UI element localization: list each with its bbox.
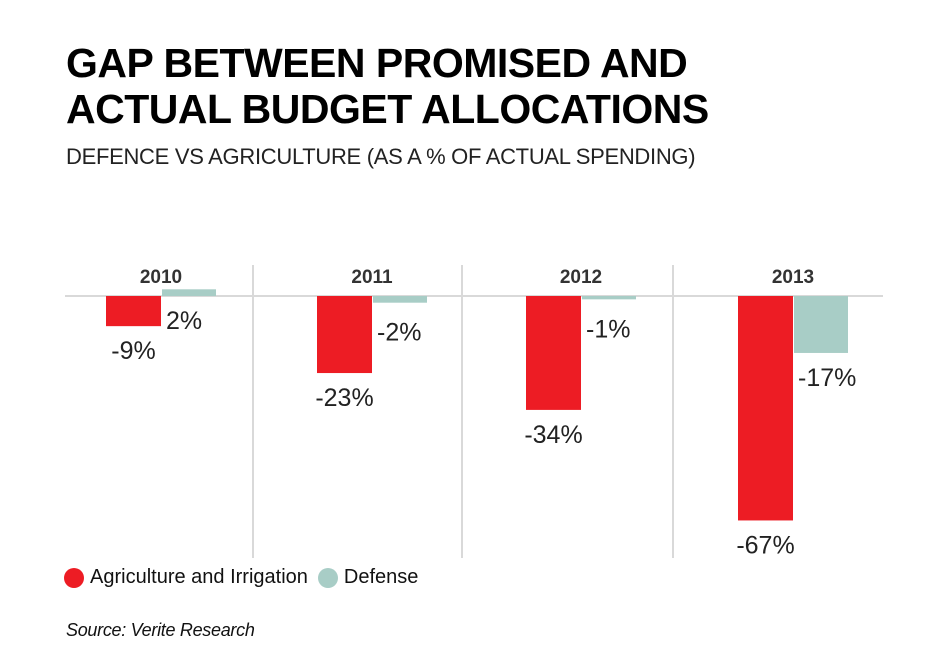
data-label-defense-2011: -2% xyxy=(377,319,421,347)
data-label-defense-2012: -1% xyxy=(586,315,630,343)
chart-subtitle: DEFENCE VS AGRICULTURE (AS A % OF ACTUAL… xyxy=(66,144,696,169)
legend-item-agriculture: Agriculture and Irrigation xyxy=(64,566,308,589)
legend-swatch-defense xyxy=(317,567,338,588)
bar-agriculture-2013 xyxy=(738,296,793,521)
source-note: Source: Verite Research xyxy=(66,620,255,640)
legend-swatch-agriculture xyxy=(64,567,84,588)
chart-title: GAP BETWEEN PROMISED AND ACTUAL BUDGET A… xyxy=(66,40,709,132)
year-label-2010: 2010 xyxy=(140,267,182,288)
legend: Agriculture and Irrigation Defense xyxy=(64,566,428,589)
data-label-agriculture-2011: -23% xyxy=(315,384,373,412)
chart-title-line-2: ACTUAL BUDGET ALLOCATIONS xyxy=(66,86,709,132)
bar-defense-2013 xyxy=(794,296,848,353)
legend-label-defense: Defense xyxy=(343,566,419,588)
bar-agriculture-2012 xyxy=(526,296,581,410)
data-label-defense-2010: 2% xyxy=(166,307,202,335)
data-label-agriculture-2012: -34% xyxy=(524,421,582,449)
bar-agriculture-2011 xyxy=(317,296,372,374)
year-label-2012: 2012 xyxy=(560,267,602,288)
chart-title-line-1: GAP BETWEEN PROMISED AND xyxy=(66,40,688,86)
legend-label-agriculture: Agriculture and Irrigation xyxy=(90,566,308,588)
data-label-agriculture-2010: -9% xyxy=(111,337,155,365)
data-label-defense-2013: -17% xyxy=(798,364,856,392)
bar-defense-2010 xyxy=(162,289,216,296)
bar-agriculture-2010 xyxy=(106,296,161,327)
data-label-agriculture-2013: -67% xyxy=(736,531,794,559)
bar-defense-2012 xyxy=(582,296,636,300)
year-label-2013: 2013 xyxy=(772,267,814,288)
legend-item-defense: Defense xyxy=(317,566,419,589)
bar-defense-2011 xyxy=(373,296,427,303)
year-label-2011: 2011 xyxy=(351,267,393,288)
